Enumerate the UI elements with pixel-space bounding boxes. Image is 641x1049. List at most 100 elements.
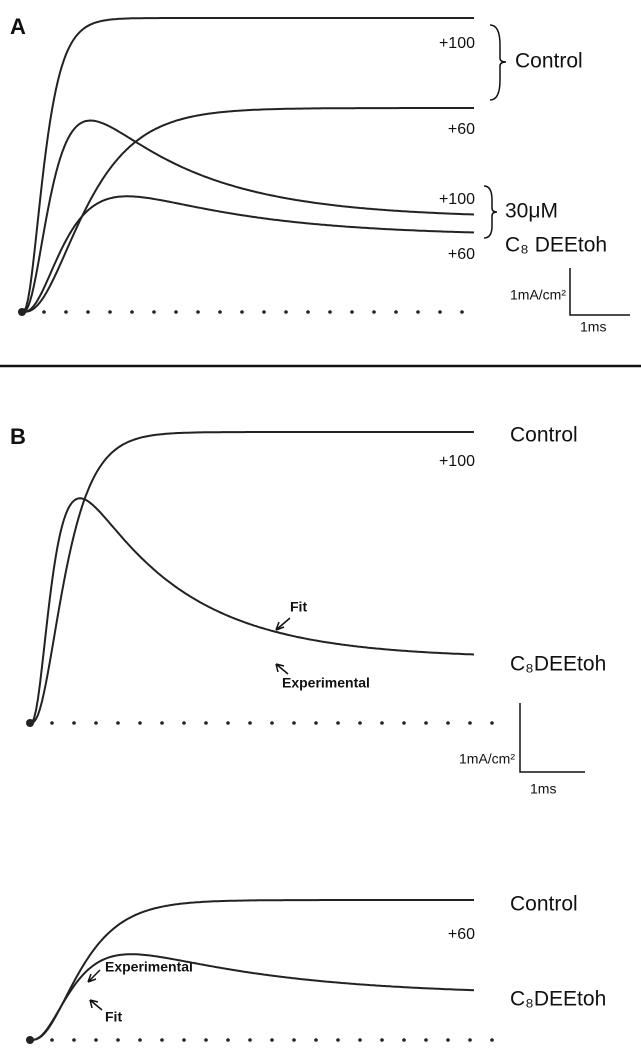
baseline-dot <box>240 310 244 314</box>
annotation: Fit <box>290 599 307 615</box>
baseline-dot <box>292 721 296 725</box>
baseline-dot <box>446 721 450 725</box>
scale-label: 1ms <box>580 319 606 335</box>
baseline-dot <box>372 310 376 314</box>
baseline-dot <box>468 1038 472 1042</box>
baseline-dot <box>358 1038 362 1042</box>
baseline-dot <box>218 310 222 314</box>
condition-label: C₈ DEEtoh <box>505 234 607 257</box>
baseline-dot <box>130 310 134 314</box>
baseline-dot <box>50 1038 54 1042</box>
annotation: Experimental <box>282 675 370 691</box>
baseline-dot <box>116 721 120 725</box>
baseline-dot <box>306 310 310 314</box>
baseline-dot <box>94 721 98 725</box>
baseline-dot <box>160 721 164 725</box>
condition-label: C₈DEEtoh <box>510 988 606 1011</box>
baseline-dot <box>270 1038 274 1042</box>
baseline-dot <box>160 1038 164 1042</box>
trace-label: +100 <box>439 453 475 470</box>
brace <box>489 24 507 101</box>
baseline-dot <box>438 310 442 314</box>
baseline-dot <box>64 310 68 314</box>
baseline-dot <box>152 310 156 314</box>
trace-label: +60 <box>448 121 475 138</box>
baseline-dot <box>138 721 142 725</box>
scale-label: 1mA/cm² <box>459 751 515 767</box>
current-trace <box>22 107 474 313</box>
baseline-dot <box>490 721 494 725</box>
arrow <box>87 969 101 983</box>
baseline-dot <box>196 310 200 314</box>
baseline-dot <box>284 310 288 314</box>
baseline-dot <box>424 1038 428 1042</box>
baseline-dot <box>424 721 428 725</box>
baseline-dot <box>358 721 362 725</box>
trace-label: +60 <box>448 246 475 263</box>
panel-label: B <box>10 424 26 449</box>
baseline-dot <box>270 721 274 725</box>
baseline-dot <box>204 721 208 725</box>
current-trace <box>29 497 475 724</box>
scale-label: 1ms <box>530 781 556 797</box>
condition-label: Control <box>515 50 583 73</box>
baseline-dot <box>174 310 178 314</box>
baseline-dot <box>248 1038 252 1042</box>
baseline-dot <box>292 1038 296 1042</box>
annotation: Experimental <box>105 959 193 975</box>
baseline-dot <box>248 721 252 725</box>
baseline-dot <box>72 1038 76 1042</box>
baseline-dot <box>468 721 472 725</box>
baseline-dot <box>460 310 464 314</box>
trace-label: +60 <box>448 926 475 943</box>
condition-label: Control <box>510 424 578 447</box>
baseline-dot <box>226 721 230 725</box>
baseline-dot <box>72 721 76 725</box>
baseline-dot <box>416 310 420 314</box>
baseline-dot <box>226 1038 230 1042</box>
arrow <box>275 617 291 631</box>
annotation: Fit <box>105 1009 122 1025</box>
baseline-dot <box>262 310 266 314</box>
baseline-dot <box>394 310 398 314</box>
current-trace <box>21 119 475 313</box>
baseline-dot <box>402 721 406 725</box>
condition-label: 30μM <box>505 200 558 223</box>
trace-label: +100 <box>439 35 475 52</box>
baseline-dot <box>336 1038 340 1042</box>
scale-bar <box>519 703 585 773</box>
baseline-dot <box>182 721 186 725</box>
baseline-dot <box>86 310 90 314</box>
baseline-dot <box>402 1038 406 1042</box>
current-trace <box>21 195 475 313</box>
arrow <box>89 999 103 1011</box>
baseline-dot <box>336 721 340 725</box>
baseline-dot <box>380 721 384 725</box>
baseline-dot <box>108 310 112 314</box>
baseline-dot <box>490 1038 494 1042</box>
baseline-dot <box>50 721 54 725</box>
scale-label: 1mA/cm² <box>510 287 566 303</box>
current-trace <box>30 953 475 1041</box>
baseline-dot <box>446 1038 450 1042</box>
baseline-dot <box>328 310 332 314</box>
baseline-dot <box>350 310 354 314</box>
baseline-dot <box>94 1038 98 1042</box>
condition-label: Control <box>510 893 578 916</box>
baseline-dot <box>42 310 46 314</box>
baseline-dot <box>314 721 318 725</box>
baseline-dot <box>182 1038 186 1042</box>
baseline-dot <box>314 1038 318 1042</box>
baseline-dot <box>204 1038 208 1042</box>
panel-label: A <box>10 14 26 39</box>
baseline-dot <box>380 1038 384 1042</box>
baseline-dot <box>138 1038 142 1042</box>
current-trace <box>29 431 474 724</box>
trace-label: +100 <box>439 191 475 208</box>
baseline-dot <box>116 1038 120 1042</box>
arrow <box>275 663 289 675</box>
scale-bar <box>569 268 630 316</box>
condition-label: C₈DEEtoh <box>510 653 606 676</box>
current-trace <box>21 17 474 313</box>
